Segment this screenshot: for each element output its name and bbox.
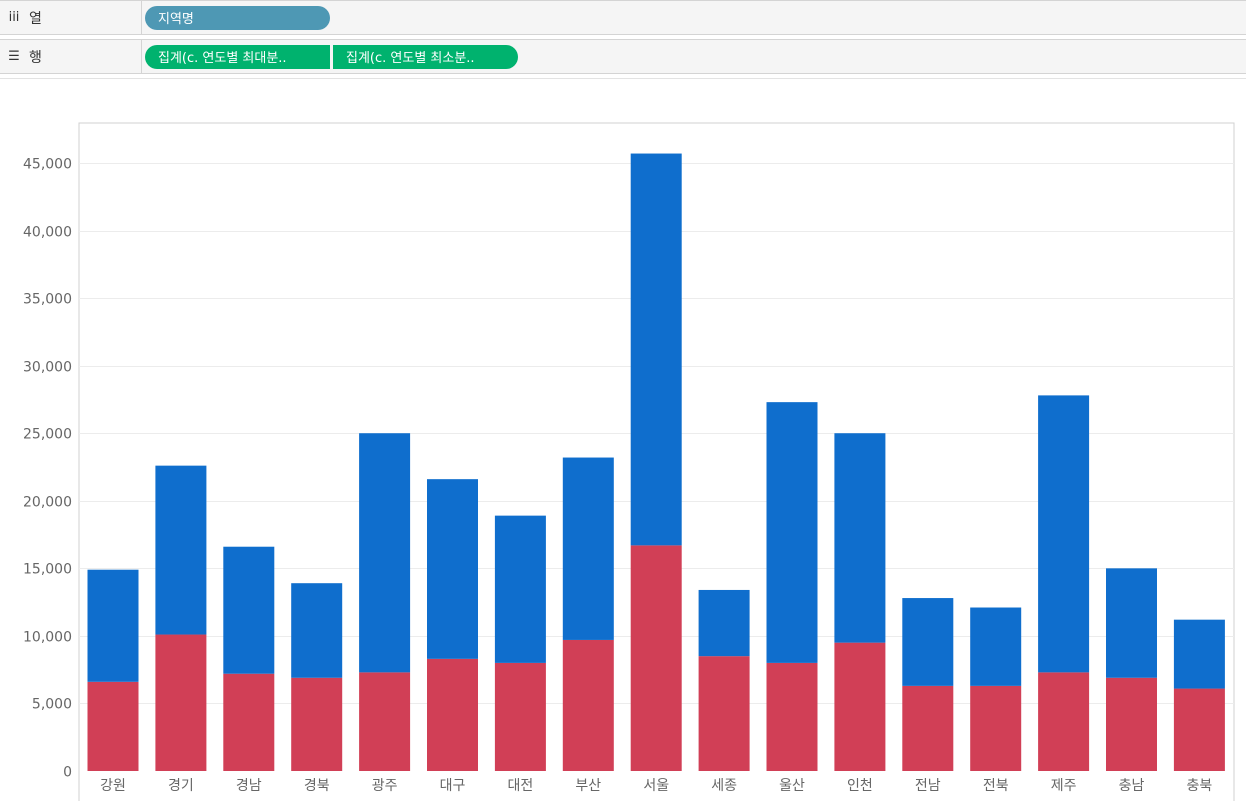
- x-tick-label: 경기: [168, 778, 194, 794]
- bar-max-segment[interactable]: [494, 515, 546, 663]
- bar-max-segment[interactable]: [562, 457, 614, 640]
- region-name-pill[interactable]: 지역명: [145, 5, 330, 30]
- bar-max-segment[interactable]: [970, 607, 1022, 686]
- y-tick-label: 40,000: [23, 225, 72, 241]
- x-tick-label: 부산: [575, 778, 601, 794]
- x-tick-label: 광주: [372, 778, 398, 794]
- bar-max-segment[interactable]: [698, 589, 750, 657]
- bar-min-segment[interactable]: [766, 662, 818, 771]
- x-tick-label: 강원: [100, 778, 126, 794]
- bar-min-segment[interactable]: [562, 639, 614, 771]
- y-tick-label: 20,000: [23, 495, 72, 511]
- x-tick-label: 울산: [779, 778, 805, 794]
- x-tick-label: 대전: [508, 778, 534, 794]
- bar-min-segment[interactable]: [223, 673, 275, 771]
- x-tick-label: 전남: [915, 778, 941, 794]
- y-tick-label: 10,000: [23, 630, 72, 646]
- bar-max-segment[interactable]: [834, 433, 886, 643]
- columns-shelf-label: 열: [29, 10, 42, 27]
- x-tick-label: 충북: [1187, 778, 1213, 794]
- rows-shelf-body[interactable]: 집계(c. 연도별 최대분.. 집계(c. 연도별 최소분..: [143, 40, 1246, 73]
- bar-min-segment[interactable]: [155, 634, 207, 771]
- bar-max-segment[interactable]: [155, 465, 207, 635]
- bar-max-segment[interactable]: [87, 569, 139, 682]
- stacked-bar-chart: 0 5,000 10,000 15,000 20,000 25,000 30,000 35,0…: [23, 122, 1235, 801]
- rows-shelf-header: ☰ 행: [0, 40, 142, 73]
- x-tick-label: 경북: [304, 778, 330, 794]
- bar-min-segment[interactable]: [970, 685, 1022, 771]
- columns-icon: iii: [8, 10, 20, 25]
- x-tick-label: 전북: [983, 778, 1009, 794]
- bar-max-segment[interactable]: [427, 479, 478, 659]
- rows-icon: ☰: [8, 49, 20, 64]
- bar-min-segment[interactable]: [698, 656, 750, 771]
- y-tick-label: 25,000: [23, 427, 72, 443]
- x-tick-label: 제주: [1051, 778, 1077, 794]
- bar-max-segment[interactable]: [291, 583, 343, 678]
- x-tick-label: 대구: [440, 778, 466, 794]
- bar-max-segment[interactable]: [1038, 395, 1090, 673]
- bar-min-segment[interactable]: [834, 642, 886, 771]
- columns-shelf-body[interactable]: 지역명: [143, 1, 1246, 34]
- columns-shelf-header: iii 열: [0, 1, 142, 34]
- x-tick-label: 서울: [643, 778, 669, 794]
- shelf-divider: [0, 78, 1246, 79]
- chart-area: 0 5,000 10,000 15,000 20,000 25,000 30,000 35,0…: [0, 79, 1246, 801]
- y-tick-label: 35,000: [23, 292, 72, 308]
- plot-frame: [78, 122, 1235, 801]
- bar-max-segment[interactable]: [630, 153, 682, 546]
- x-tick-label: 인천: [847, 778, 873, 794]
- bar-max-segment[interactable]: [359, 433, 411, 673]
- bar-min-segment[interactable]: [359, 672, 411, 771]
- x-tick-label: 세종: [711, 778, 737, 794]
- bar-min-segment[interactable]: [427, 658, 478, 771]
- bar-min-segment[interactable]: [1038, 672, 1090, 771]
- x-tick-label: 충남: [1119, 778, 1145, 794]
- bar-min-segment[interactable]: [1106, 677, 1157, 771]
- min-measure-pill[interactable]: 집계(c. 연도별 최소분..: [333, 44, 518, 69]
- bar-min-segment[interactable]: [1173, 688, 1225, 771]
- bar-max-segment[interactable]: [766, 402, 818, 663]
- bar-max-segment[interactable]: [1173, 619, 1225, 689]
- bar-min-segment[interactable]: [494, 662, 546, 771]
- y-tick-label: 15,000: [23, 562, 72, 578]
- bar-max-segment[interactable]: [223, 546, 275, 674]
- bar-min-segment[interactable]: [291, 677, 343, 771]
- y-tick-label: 45,000: [23, 157, 72, 173]
- y-tick-label: 5,000: [32, 697, 72, 713]
- bar-max-segment[interactable]: [902, 598, 954, 686]
- bar-min-segment[interactable]: [87, 681, 139, 771]
- bar-min-segment[interactable]: [902, 685, 954, 771]
- rows-shelf: ☰ 행 집계(c. 연도별 최대분.. 집계(c. 연도별 최소분..: [0, 39, 1246, 74]
- rows-shelf-label: 행: [29, 49, 42, 66]
- y-tick-label: 30,000: [23, 360, 72, 376]
- bar-max-segment[interactable]: [1106, 568, 1157, 678]
- y-tick-label: 0: [63, 765, 72, 781]
- x-tick-label: 경남: [236, 778, 262, 794]
- columns-shelf: iii 열 지역명: [0, 0, 1246, 35]
- bar-min-segment[interactable]: [630, 545, 682, 771]
- max-measure-pill[interactable]: 집계(c. 연도별 최대분..: [145, 44, 330, 69]
